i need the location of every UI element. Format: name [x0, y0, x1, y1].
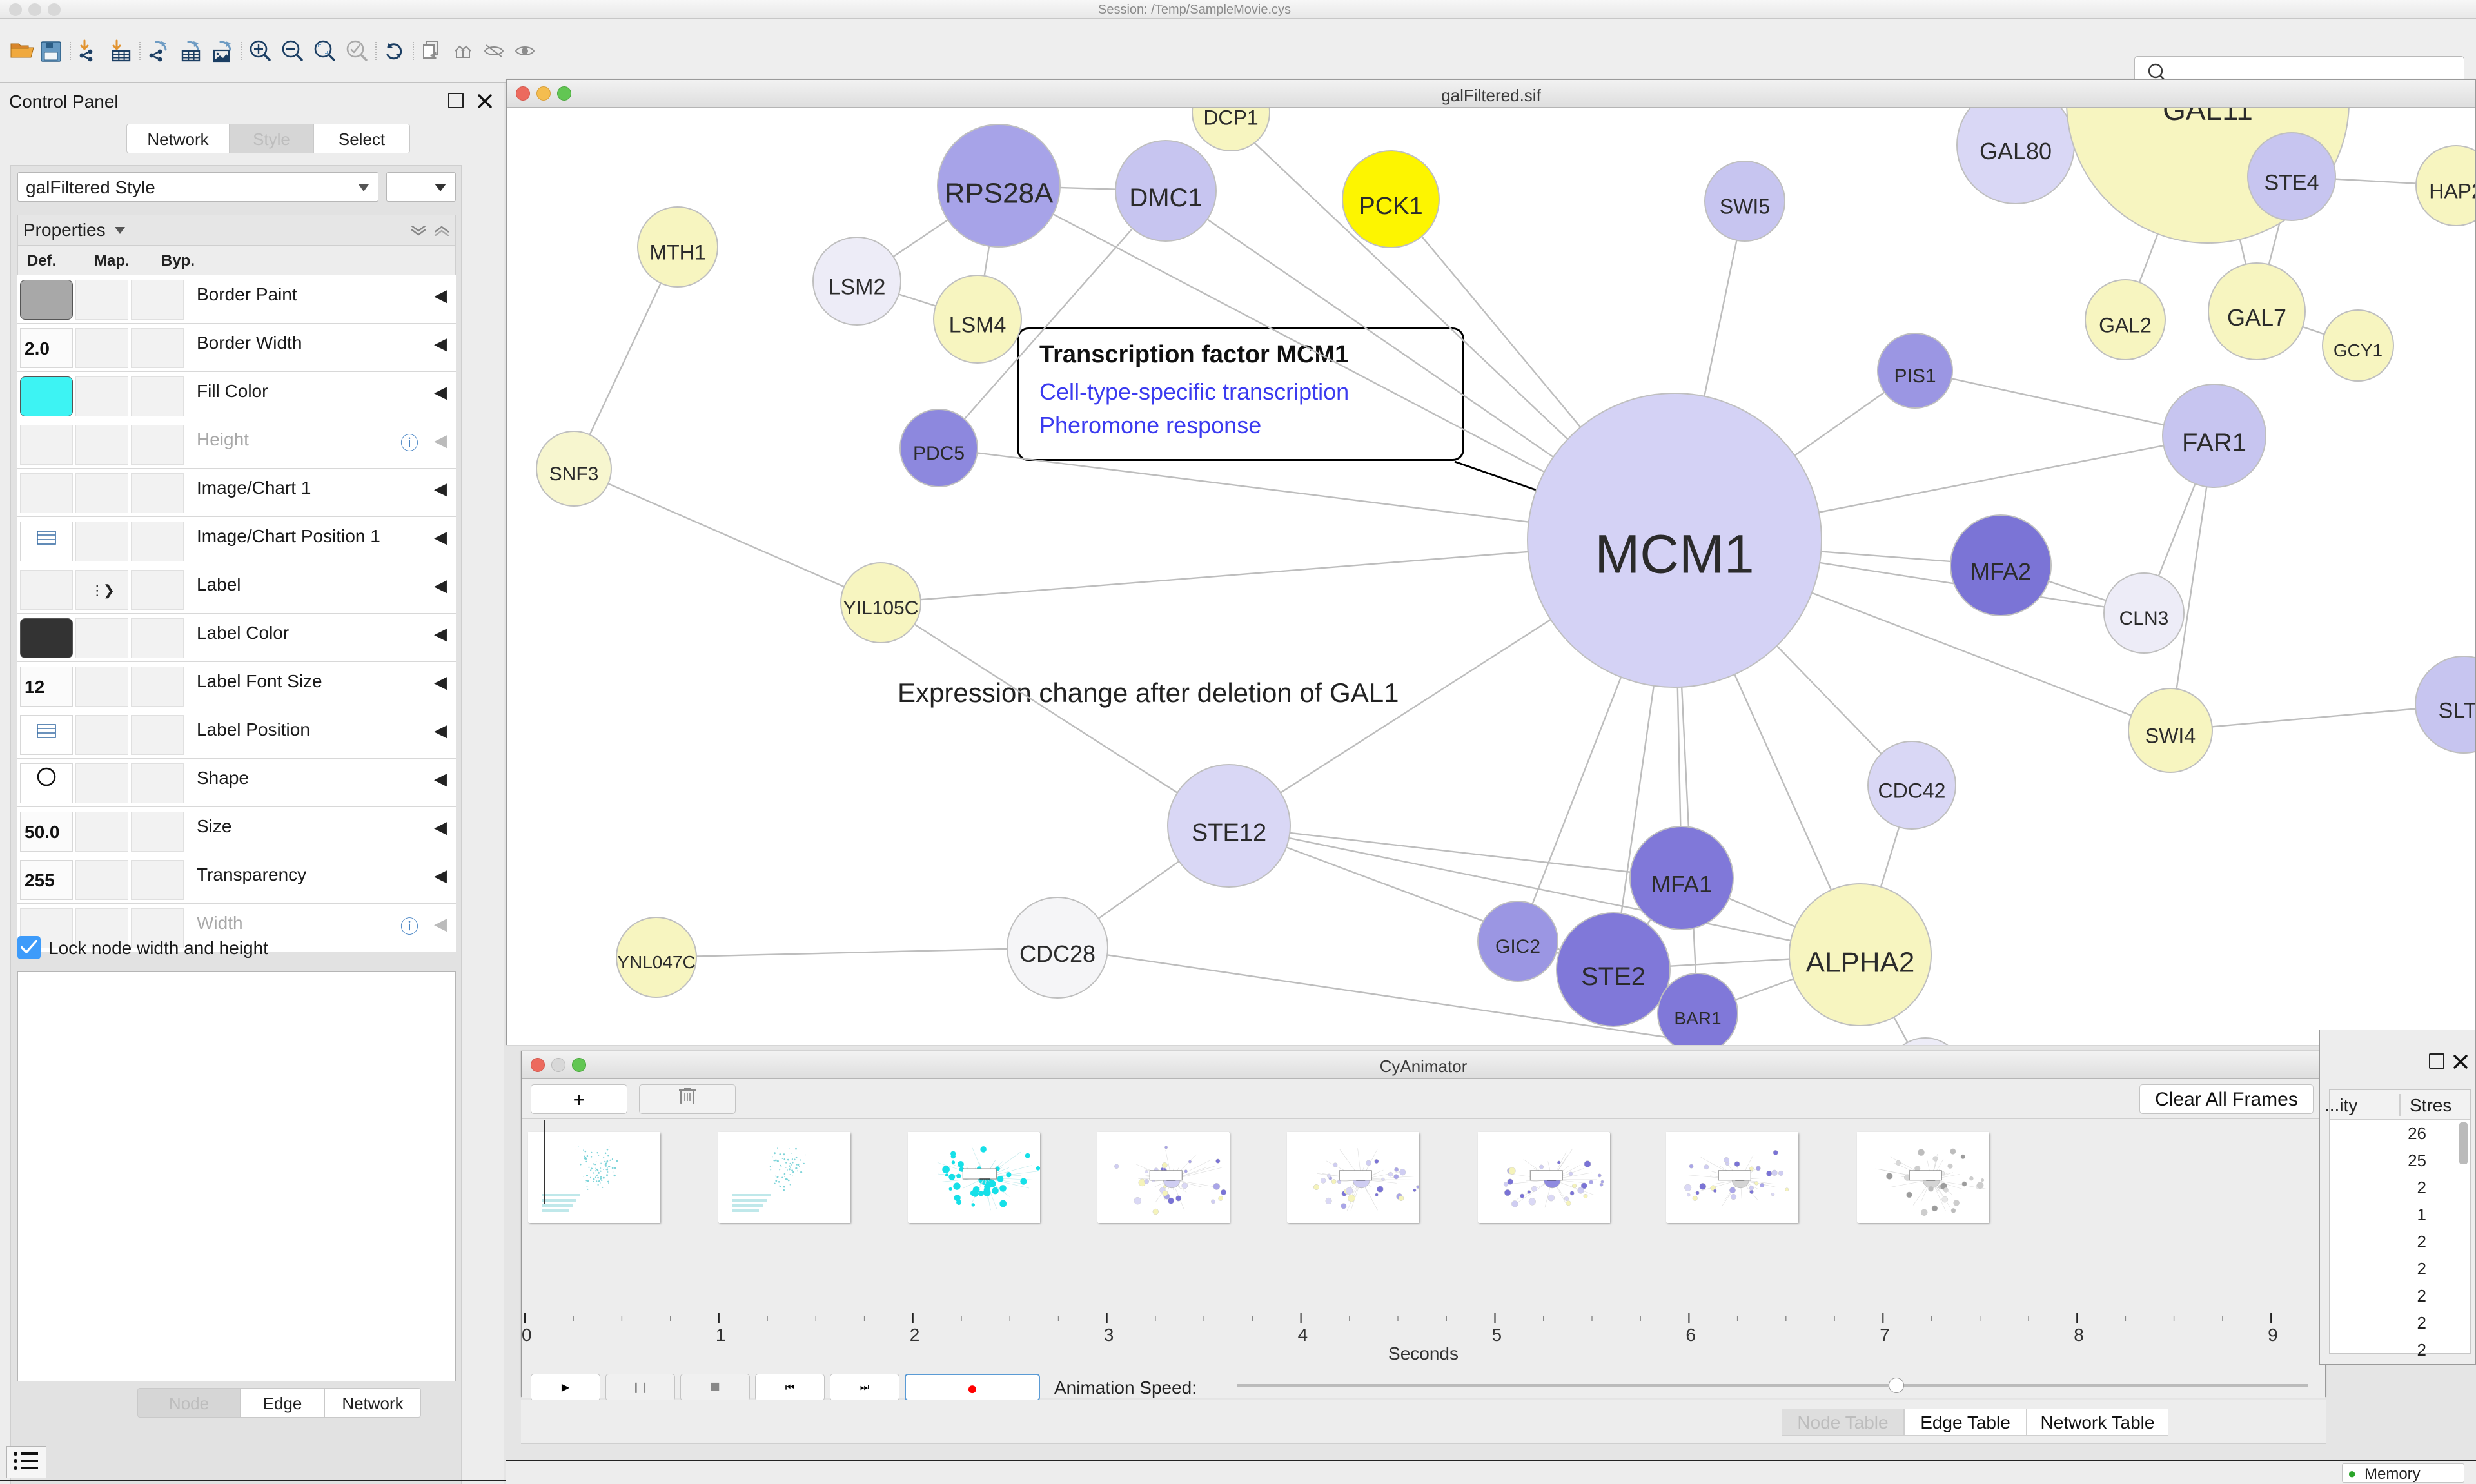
svg-text:GAL80: GAL80 — [1980, 138, 2052, 164]
svg-text:STE4: STE4 — [2264, 171, 2319, 195]
svg-text:GIC2: GIC2 — [1495, 936, 1540, 957]
svg-text:LSM4: LSM4 — [949, 313, 1007, 338]
svg-text:SLT2: SLT2 — [2439, 699, 2475, 723]
svg-text:STE2: STE2 — [1581, 962, 1646, 991]
svg-text:STE12: STE12 — [1192, 819, 1266, 846]
svg-text:CDC28: CDC28 — [1019, 941, 1096, 967]
svg-text:MFA1: MFA1 — [1651, 871, 1712, 897]
svg-text:MTH1: MTH1 — [649, 240, 705, 264]
svg-text:DCP1: DCP1 — [1203, 108, 1258, 129]
svg-text:SWI4: SWI4 — [2145, 724, 2196, 747]
svg-text:PDC5: PDC5 — [913, 443, 965, 464]
svg-text:GCY1: GCY1 — [2334, 340, 2383, 360]
svg-text:CLN3: CLN3 — [2119, 608, 2169, 629]
svg-text:BAR1: BAR1 — [1674, 1008, 1721, 1028]
svg-text:ALPHA2: ALPHA2 — [1806, 947, 1915, 979]
svg-text:GAL7: GAL7 — [2227, 304, 2286, 331]
svg-text:LSM2: LSM2 — [829, 275, 886, 300]
svg-text:PCK1: PCK1 — [1359, 193, 1422, 220]
svg-text:CDC42: CDC42 — [1878, 779, 1946, 802]
svg-text:GAL11: GAL11 — [2163, 108, 2253, 126]
svg-text:GAL2: GAL2 — [2099, 313, 2152, 337]
svg-text:RPS28A: RPS28A — [945, 178, 1054, 210]
svg-text:HAP2: HAP2 — [2429, 179, 2475, 202]
svg-text:PIS1: PIS1 — [1894, 366, 1936, 387]
svg-text:YIL105C: YIL105C — [843, 598, 919, 619]
svg-text:FAR1: FAR1 — [2182, 429, 2246, 457]
svg-text:MCM1: MCM1 — [1595, 524, 1754, 585]
svg-text:MFA2: MFA2 — [1970, 558, 2031, 585]
svg-text:SWI5: SWI5 — [1720, 195, 1770, 218]
svg-text:YNL047C: YNL047C — [617, 952, 695, 972]
svg-text:SNF3: SNF3 — [549, 464, 599, 485]
svg-text:DMC1: DMC1 — [1129, 184, 1202, 212]
